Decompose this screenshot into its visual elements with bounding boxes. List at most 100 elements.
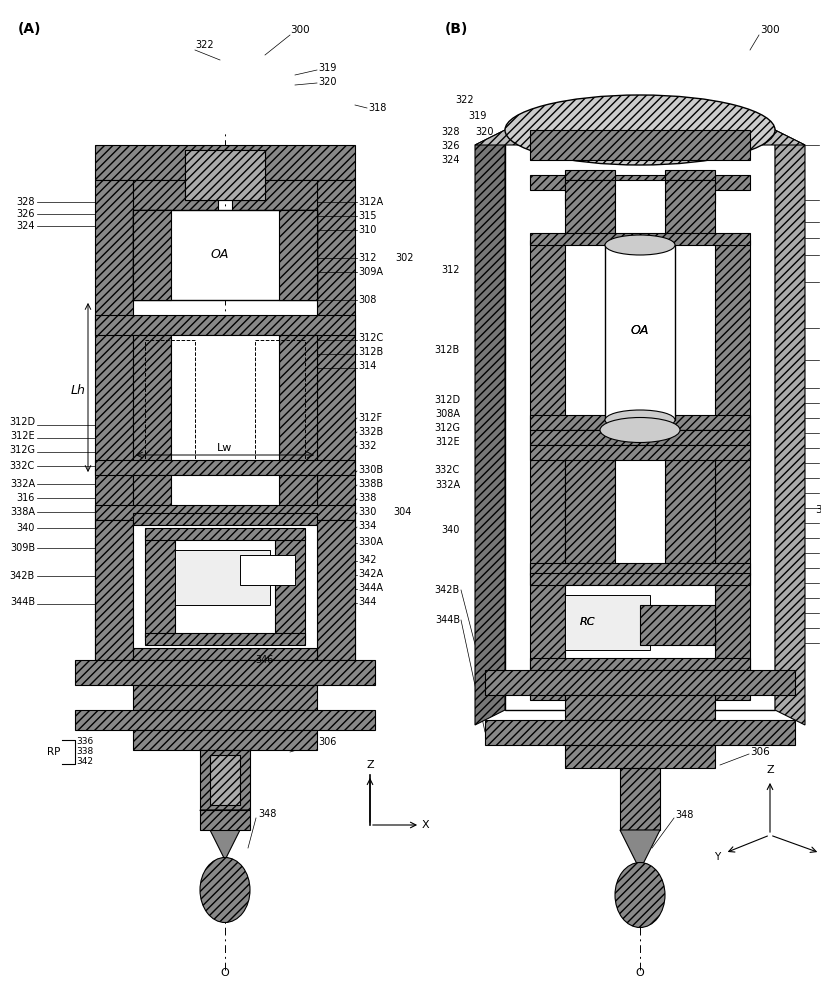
- Text: 309A: 309A: [358, 267, 383, 277]
- Text: 330A: 330A: [358, 537, 383, 547]
- Text: 308A: 308A: [435, 409, 460, 419]
- Text: Y: Y: [713, 852, 720, 862]
- Text: 342B: 342B: [10, 571, 35, 581]
- Bar: [210, 755, 240, 805]
- Bar: [133, 648, 317, 660]
- Text: 308: 308: [358, 295, 376, 305]
- Text: RC: RC: [185, 572, 200, 582]
- Bar: [665, 180, 715, 235]
- Bar: [133, 513, 317, 525]
- Text: 320: 320: [318, 77, 337, 87]
- Bar: [95, 520, 133, 660]
- Bar: [317, 180, 355, 660]
- Bar: [615, 180, 665, 235]
- Text: 332: 332: [358, 441, 377, 451]
- Text: 326: 326: [442, 141, 460, 151]
- Bar: [95, 180, 133, 660]
- Bar: [665, 182, 715, 192]
- Text: 310: 310: [358, 225, 376, 235]
- Text: X: X: [422, 820, 429, 830]
- Bar: [95, 460, 355, 475]
- Text: 312A: 312A: [358, 197, 383, 207]
- Text: 334: 334: [820, 518, 821, 528]
- Text: 344A: 344A: [820, 624, 821, 633]
- Text: 336: 336: [645, 545, 663, 555]
- Text: 342C: 342C: [820, 578, 821, 587]
- Text: 319: 319: [318, 63, 337, 73]
- Bar: [200, 810, 250, 830]
- Bar: [133, 180, 218, 210]
- Text: 316: 316: [564, 427, 582, 437]
- Text: 322: 322: [455, 95, 474, 105]
- Polygon shape: [475, 130, 805, 145]
- Text: 308AA: 308AA: [820, 398, 821, 408]
- Text: 328: 328: [442, 127, 460, 137]
- Bar: [75, 660, 375, 685]
- Bar: [240, 555, 295, 585]
- Bar: [485, 670, 795, 695]
- Bar: [565, 585, 715, 660]
- Bar: [565, 182, 615, 192]
- Text: (A): (A): [18, 22, 42, 36]
- Text: 304: 304: [815, 505, 821, 515]
- Text: OA: OA: [211, 248, 229, 261]
- Text: (B): (B): [445, 22, 468, 36]
- Bar: [317, 520, 355, 660]
- Text: 338A: 338A: [10, 507, 35, 517]
- Text: 312D: 312D: [9, 417, 35, 427]
- Bar: [200, 750, 250, 810]
- Text: 338: 338: [358, 493, 376, 503]
- Text: 322: 322: [195, 40, 213, 50]
- Bar: [279, 475, 317, 510]
- Polygon shape: [475, 130, 505, 725]
- Text: 342: 342: [76, 758, 93, 766]
- Bar: [95, 145, 355, 180]
- Text: 312E: 312E: [435, 437, 460, 447]
- Text: 336: 336: [660, 620, 678, 630]
- Text: 324: 324: [16, 221, 35, 231]
- Text: 318: 318: [820, 140, 821, 149]
- Bar: [255, 340, 305, 460]
- Text: 338B: 338B: [358, 479, 383, 489]
- Text: 312: 312: [358, 253, 377, 263]
- Ellipse shape: [200, 857, 250, 922]
- Bar: [530, 415, 750, 430]
- Text: 316: 316: [16, 493, 35, 503]
- Text: 312EA: 312EA: [820, 428, 821, 438]
- Bar: [145, 535, 175, 640]
- Bar: [665, 194, 715, 204]
- Polygon shape: [200, 810, 250, 860]
- Bar: [530, 445, 750, 460]
- Bar: [75, 710, 375, 730]
- Text: OA: OA: [631, 324, 649, 336]
- Text: 332B: 332B: [820, 458, 821, 468]
- Text: 348: 348: [675, 810, 694, 820]
- Bar: [95, 505, 355, 520]
- Text: 316: 316: [571, 427, 590, 437]
- Bar: [715, 240, 750, 700]
- Text: 308: 308: [820, 277, 821, 286]
- Bar: [232, 180, 317, 210]
- Text: 312D: 312D: [433, 395, 460, 405]
- Text: 346: 346: [255, 655, 273, 665]
- Text: 312G: 312G: [434, 423, 460, 433]
- Bar: [615, 430, 665, 570]
- Text: 344B: 344B: [435, 615, 460, 625]
- Text: 312G: 312G: [9, 445, 35, 455]
- Text: 344: 344: [358, 597, 376, 607]
- Text: Lw: Lw: [218, 443, 232, 453]
- Text: 336A: 336A: [242, 566, 265, 574]
- Bar: [565, 695, 715, 720]
- Text: 336: 336: [76, 738, 94, 746]
- Text: 324: 324: [442, 155, 460, 165]
- Bar: [505, 130, 775, 710]
- Text: 344A: 344A: [358, 583, 383, 593]
- Bar: [133, 525, 317, 648]
- Text: 308AB: 308AB: [820, 414, 821, 422]
- Bar: [133, 210, 171, 290]
- Text: 320: 320: [475, 127, 493, 137]
- Bar: [279, 335, 317, 470]
- Text: 300: 300: [760, 25, 780, 35]
- Bar: [133, 335, 171, 470]
- Bar: [95, 315, 355, 335]
